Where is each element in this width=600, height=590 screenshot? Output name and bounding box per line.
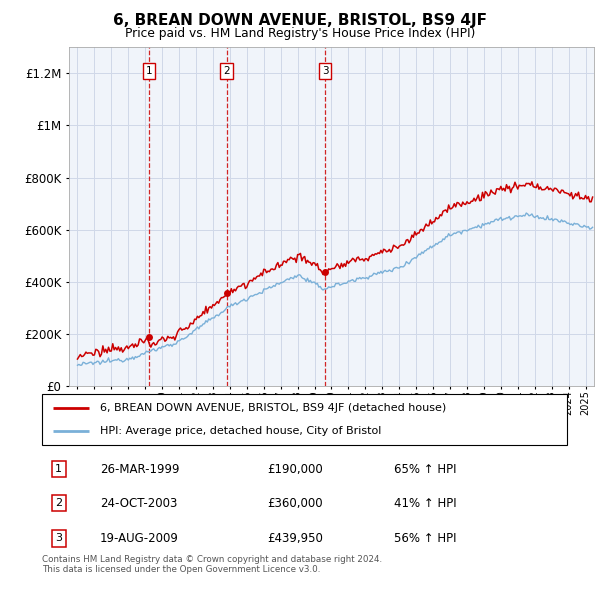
FancyBboxPatch shape bbox=[42, 394, 567, 445]
Text: 6, BREAN DOWN AVENUE, BRISTOL, BS9 4JF: 6, BREAN DOWN AVENUE, BRISTOL, BS9 4JF bbox=[113, 13, 487, 28]
Text: £190,000: £190,000 bbox=[268, 463, 323, 476]
Text: 19-AUG-2009: 19-AUG-2009 bbox=[100, 532, 179, 545]
Text: 6, BREAN DOWN AVENUE, BRISTOL, BS9 4JF (detached house): 6, BREAN DOWN AVENUE, BRISTOL, BS9 4JF (… bbox=[100, 402, 446, 412]
Text: 1: 1 bbox=[55, 464, 62, 474]
Text: Contains HM Land Registry data © Crown copyright and database right 2024.: Contains HM Land Registry data © Crown c… bbox=[42, 555, 382, 563]
Text: 41% ↑ HPI: 41% ↑ HPI bbox=[394, 497, 457, 510]
Text: HPI: Average price, detached house, City of Bristol: HPI: Average price, detached house, City… bbox=[100, 427, 381, 437]
Text: 56% ↑ HPI: 56% ↑ HPI bbox=[394, 532, 456, 545]
Text: 26-MAR-1999: 26-MAR-1999 bbox=[100, 463, 179, 476]
Text: 3: 3 bbox=[55, 533, 62, 543]
Text: £360,000: £360,000 bbox=[268, 497, 323, 510]
Text: 3: 3 bbox=[322, 65, 329, 76]
Text: 2: 2 bbox=[55, 498, 62, 508]
Text: 2: 2 bbox=[223, 65, 230, 76]
Text: 65% ↑ HPI: 65% ↑ HPI bbox=[394, 463, 456, 476]
Text: 1: 1 bbox=[146, 65, 152, 76]
Text: 24-OCT-2003: 24-OCT-2003 bbox=[100, 497, 177, 510]
Text: £439,950: £439,950 bbox=[268, 532, 323, 545]
Text: This data is licensed under the Open Government Licence v3.0.: This data is licensed under the Open Gov… bbox=[42, 565, 320, 573]
Text: Price paid vs. HM Land Registry's House Price Index (HPI): Price paid vs. HM Land Registry's House … bbox=[125, 27, 475, 40]
